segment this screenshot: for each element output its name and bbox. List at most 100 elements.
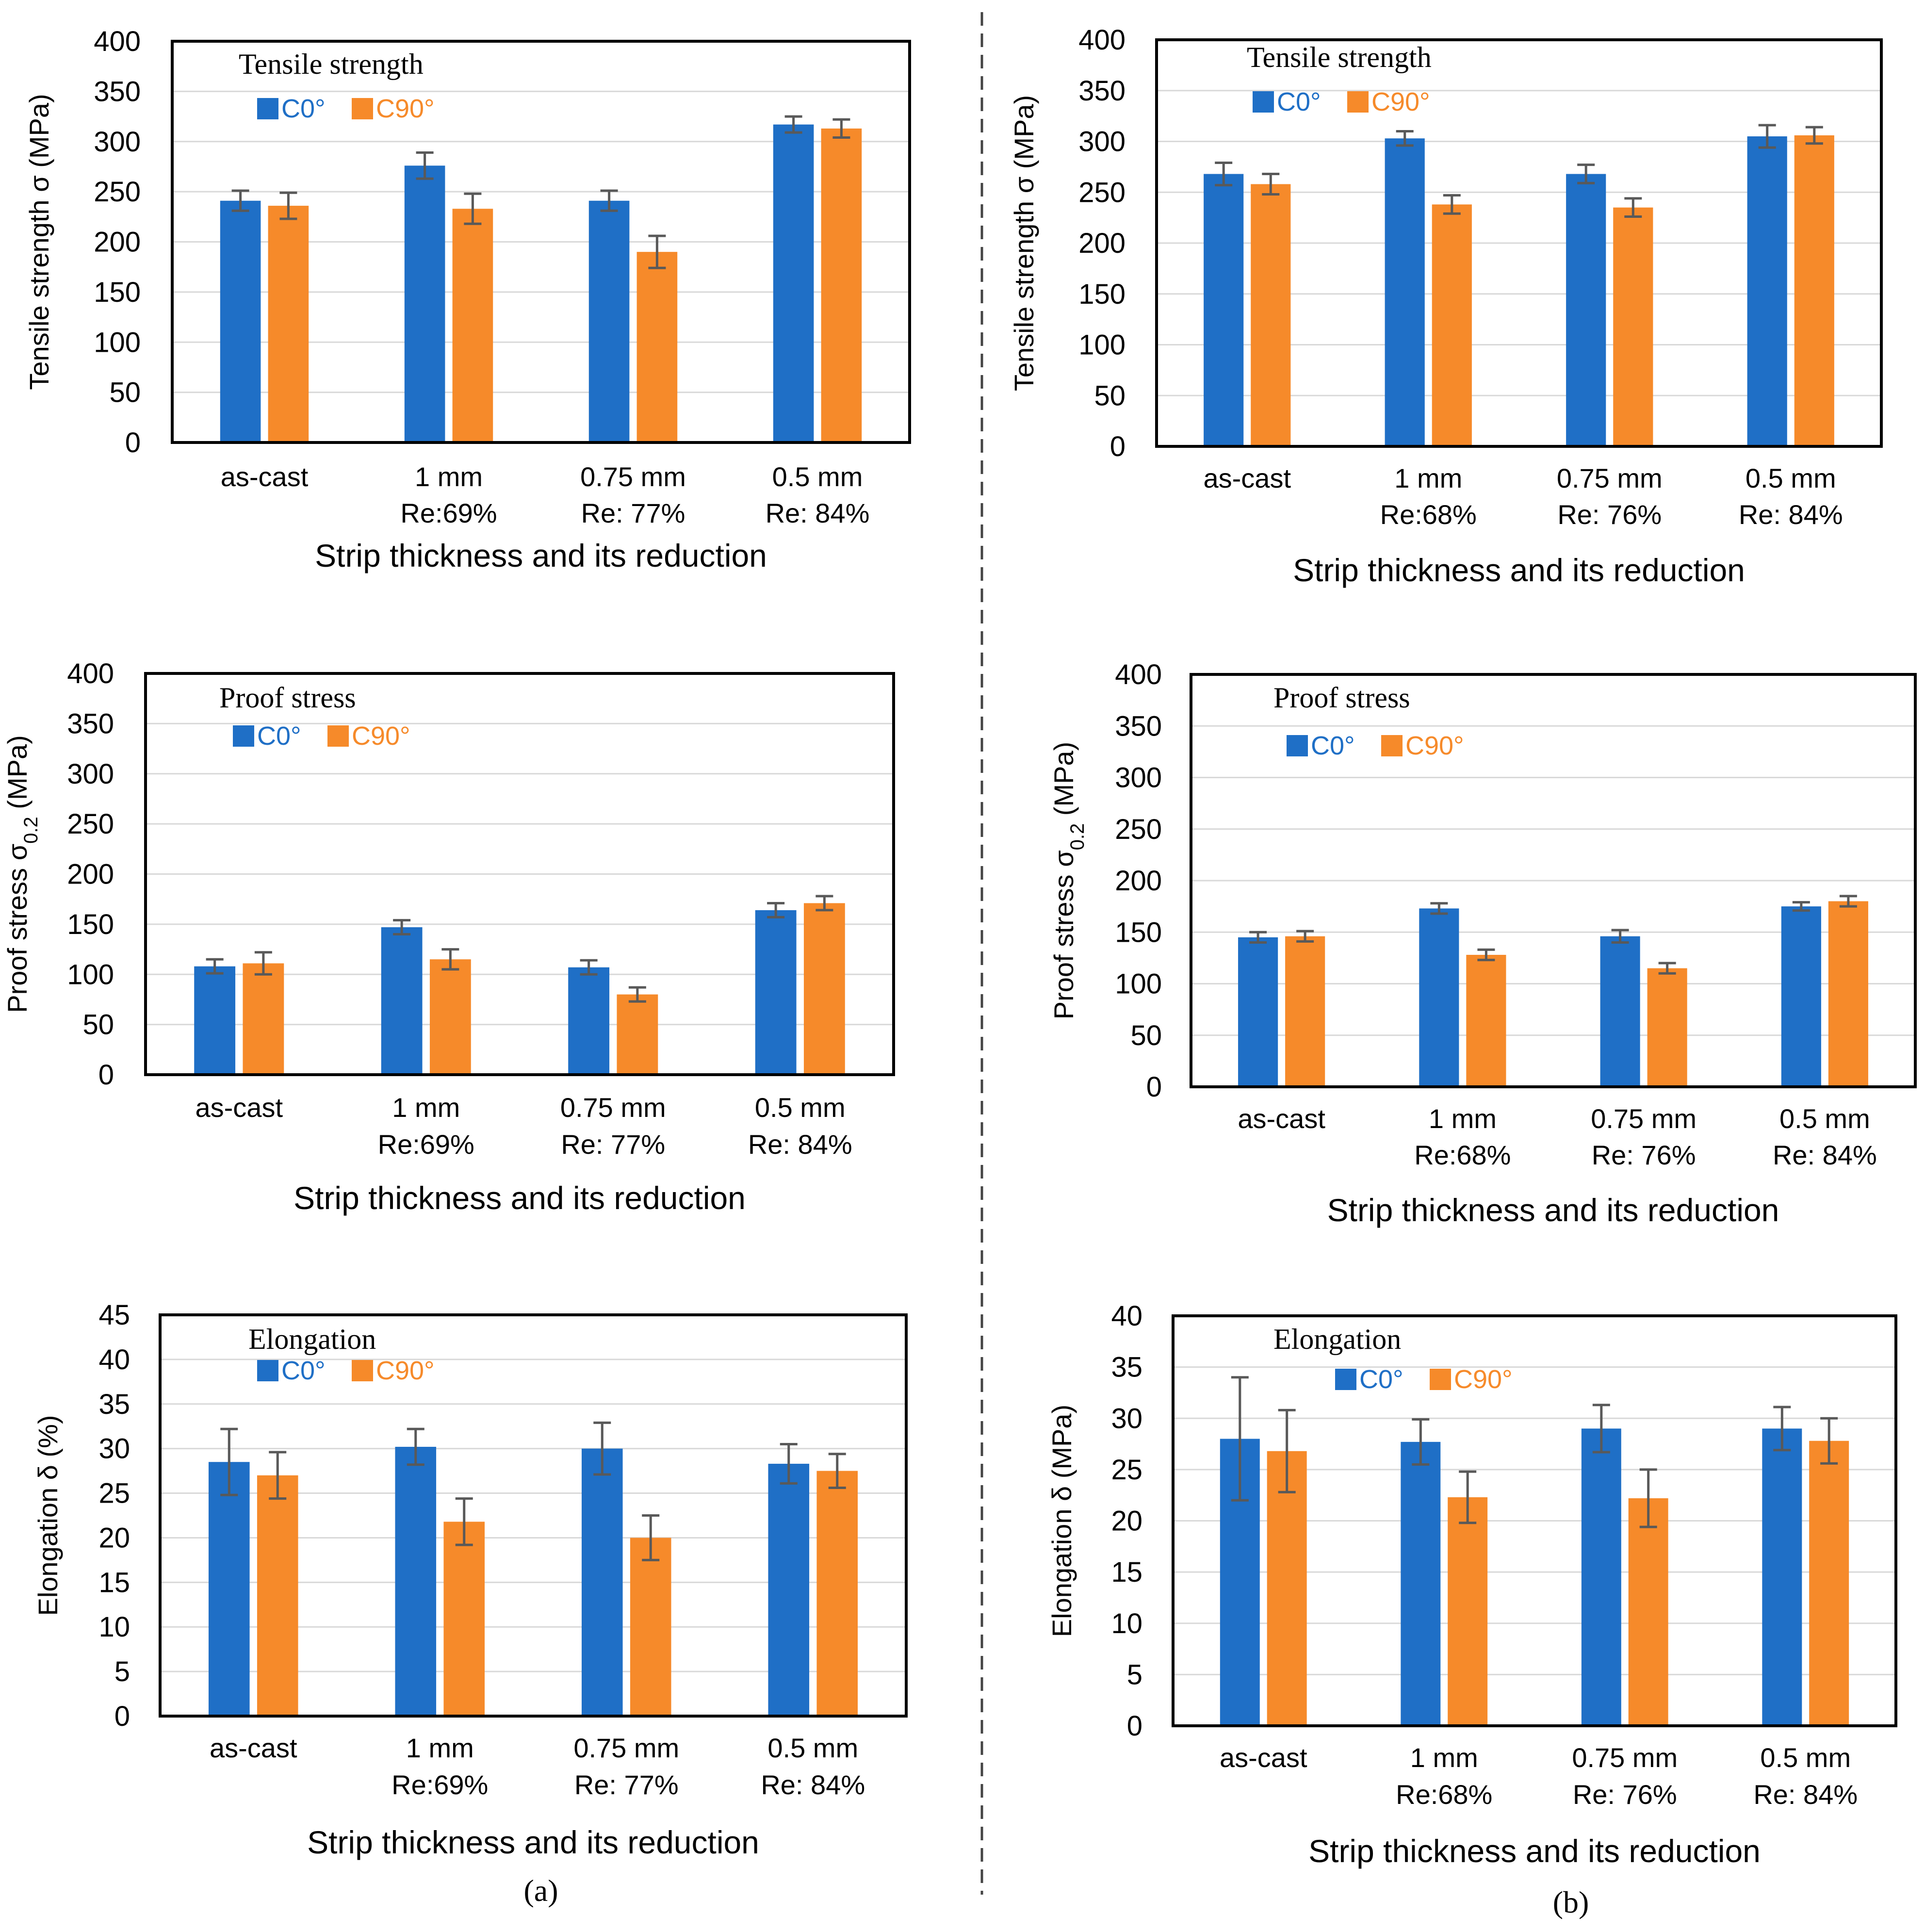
x-tick-label: 0.75 mm bbox=[580, 461, 686, 492]
y-axis-label-main: Tensile strength σ (MPa) bbox=[24, 94, 54, 390]
chart-a-elong: 0 5 10 15 20 25 30 35 40 45 as-cast 1 mm Re:69% 0.75 … bbox=[33, 1299, 908, 1860]
x-tick-label: as-cast bbox=[196, 1092, 283, 1123]
legend-label-c90: C90° bbox=[1371, 87, 1430, 116]
x-tick-label: 0.5 mm bbox=[767, 1733, 858, 1763]
legend-swatch-c0 bbox=[257, 98, 278, 119]
bar-c90 bbox=[1647, 968, 1687, 1087]
caption-a: (a) bbox=[523, 1873, 558, 1908]
y-tick-label: 0 bbox=[125, 427, 141, 458]
y-tick-label: 300 bbox=[67, 758, 114, 790]
x-tick-label: 1 mm bbox=[1394, 463, 1462, 493]
x-tick-label: 0.5 mm bbox=[1779, 1103, 1870, 1134]
y-axis-label-subscript: 0.2 bbox=[1067, 823, 1088, 851]
x-tick-label: 0.5 mm bbox=[755, 1092, 846, 1123]
x-tick-label: Re:69% bbox=[378, 1129, 474, 1160]
x-tick-label: as-cast bbox=[1220, 1742, 1307, 1773]
x-tick-label: Re:68% bbox=[1414, 1140, 1511, 1170]
y-tick-label: 15 bbox=[98, 1567, 130, 1598]
y-axis-label-subscript: 0.2 bbox=[20, 817, 42, 844]
chart-b-elong: 0 5 10 15 20 25 30 35 40 as-cast 1 mm Re:68% 0.75 mm… bbox=[1046, 1300, 1897, 1869]
chart-title: Proof stress bbox=[1273, 682, 1410, 714]
y-tick-label: 250 bbox=[67, 808, 114, 840]
y-axis-label-main: Proof stress σ bbox=[2, 844, 33, 1013]
y-axis-label-main: Tensile strength σ (MPa) bbox=[1009, 95, 1039, 391]
x-tick-label: 0.75 mm bbox=[1591, 1103, 1697, 1134]
bar-c90 bbox=[1432, 204, 1472, 446]
bar-c90 bbox=[636, 252, 678, 442]
y-tick-label: 100 bbox=[1115, 968, 1162, 1000]
chart-b-proof: 0 50 100 150 200 250 300 350 400 as-cast 1 mm Re:68… bbox=[1048, 659, 1917, 1228]
legend-swatch-c0 bbox=[1253, 91, 1274, 113]
bar-c90 bbox=[1613, 207, 1653, 446]
legend-swatch-c0 bbox=[233, 725, 254, 747]
bar-c90 bbox=[617, 994, 658, 1075]
bar-c90 bbox=[821, 128, 862, 442]
legend-label-c0: C0° bbox=[281, 1356, 326, 1385]
legend-swatch-c90 bbox=[1347, 91, 1369, 113]
bar-c90 bbox=[268, 206, 309, 442]
y-tick-label: 150 bbox=[67, 909, 114, 940]
x-tick-label: 1 mm bbox=[392, 1092, 460, 1123]
bar-c0 bbox=[208, 1462, 250, 1716]
y-axis-label-main: Elongation δ (%) bbox=[33, 1415, 63, 1616]
x-tick-label: Re:68% bbox=[1380, 499, 1477, 530]
y-tick-label: 300 bbox=[1115, 762, 1162, 794]
x-tick-label: Re: 76% bbox=[1573, 1779, 1677, 1810]
legend-label-c90: C90° bbox=[352, 721, 410, 751]
y-tick-label: 100 bbox=[1078, 329, 1126, 361]
y-tick-label: 200 bbox=[67, 859, 114, 890]
bar-c0 bbox=[1762, 1428, 1802, 1726]
y-tick-label: 150 bbox=[94, 277, 141, 308]
bar-c0 bbox=[588, 200, 630, 442]
bar-c0 bbox=[773, 124, 814, 442]
y-tick-label: 30 bbox=[98, 1433, 130, 1465]
bar-c0 bbox=[1385, 138, 1425, 447]
y-tick-label: 100 bbox=[94, 327, 141, 358]
y-tick-label: 10 bbox=[98, 1611, 130, 1643]
chart-title: Proof stress bbox=[219, 682, 356, 714]
chart-a-proof: 0 50 100 150 200 250 300 350 400 as-cast 1 mm Re:69… bbox=[2, 658, 895, 1216]
plot-border bbox=[1190, 673, 1917, 1088]
y-axis-label: Proof stress σ0.2 (MPa) bbox=[1048, 742, 1088, 1020]
x-tick-label: 1 mm bbox=[1429, 1103, 1497, 1134]
legend-label-c90: C90° bbox=[1454, 1365, 1513, 1394]
x-axis-label: Strip thickness and its reduction bbox=[1293, 552, 1745, 588]
y-tick-label: 400 bbox=[1078, 24, 1126, 56]
x-tick-label: Re: 76% bbox=[1592, 1140, 1696, 1170]
bar-c90 bbox=[1251, 184, 1291, 446]
legend-swatch-c0 bbox=[1287, 735, 1308, 756]
y-tick-label: 150 bbox=[1078, 278, 1126, 310]
y-axis-label-units: (MPa) bbox=[1048, 742, 1079, 823]
y-tick-label: 5 bbox=[1127, 1659, 1142, 1690]
y-tick-label: 50 bbox=[1094, 380, 1126, 411]
y-tick-label: 350 bbox=[94, 76, 141, 107]
bar-c90 bbox=[1448, 1497, 1488, 1726]
y-tick-label: 40 bbox=[1111, 1300, 1142, 1332]
y-tick-label: 400 bbox=[94, 26, 141, 57]
x-tick-label: Re: 84% bbox=[766, 498, 870, 528]
x-tick-label: 1 mm bbox=[406, 1733, 474, 1763]
y-tick-label: 250 bbox=[1078, 177, 1126, 208]
bar-c0 bbox=[1238, 937, 1278, 1087]
bar-c0 bbox=[1401, 1441, 1441, 1726]
bar-c90 bbox=[816, 1471, 858, 1716]
x-tick-label: 0.75 mm bbox=[560, 1092, 666, 1123]
bar-c0 bbox=[1566, 174, 1606, 446]
x-tick-label: 0.5 mm bbox=[1760, 1742, 1851, 1773]
x-tick-label: 0.75 mm bbox=[1572, 1742, 1678, 1773]
y-tick-label: 25 bbox=[98, 1478, 130, 1509]
y-tick-label: 350 bbox=[1078, 75, 1126, 107]
legend-label-c90: C90° bbox=[1405, 731, 1464, 760]
bar-c90 bbox=[243, 963, 284, 1075]
y-tick-label: 0 bbox=[1146, 1071, 1162, 1103]
x-tick-label: Re: 84% bbox=[1753, 1779, 1858, 1810]
bar-c90 bbox=[452, 209, 493, 442]
legend-swatch-c90 bbox=[1430, 1369, 1451, 1390]
x-axis-label: Strip thickness and its reduction bbox=[1308, 1833, 1761, 1869]
legend-swatch-c90 bbox=[352, 98, 373, 119]
x-tick-label: Re: 84% bbox=[761, 1769, 865, 1800]
bar-c0 bbox=[1204, 174, 1244, 446]
y-tick-label: 200 bbox=[94, 227, 141, 258]
bar-c90 bbox=[429, 959, 471, 1075]
chart-title: Elongation bbox=[248, 1323, 376, 1355]
